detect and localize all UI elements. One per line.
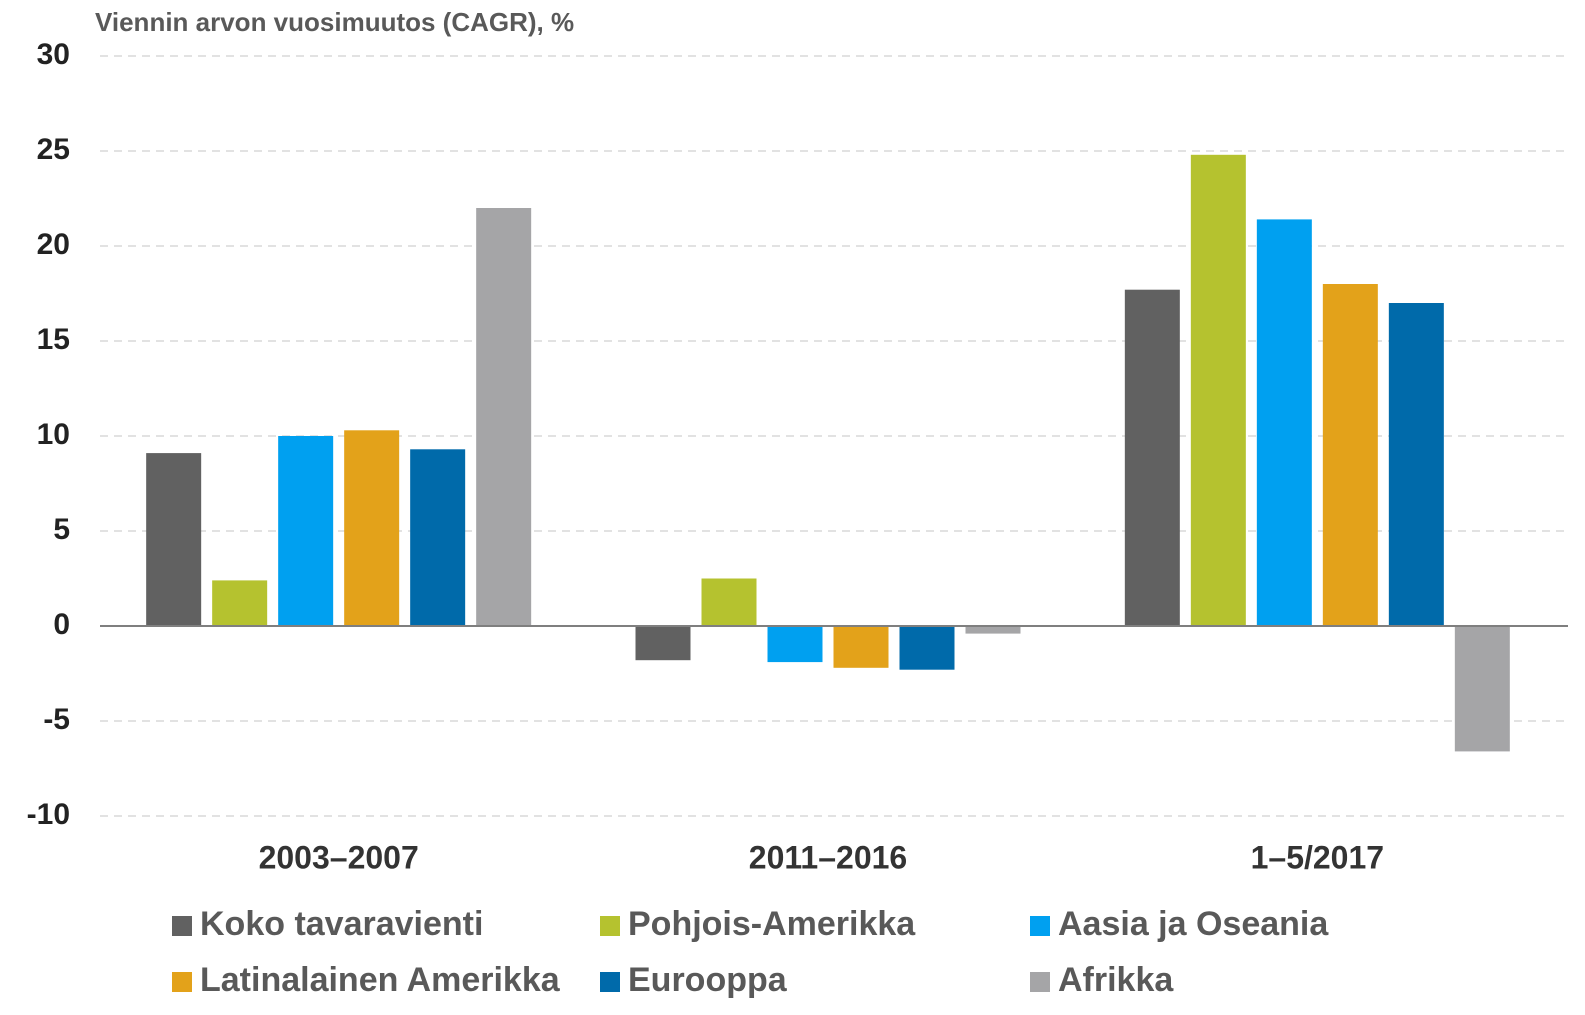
legend-label: Pohjois-Amerikka xyxy=(628,905,916,943)
legend-label: Eurooppa xyxy=(628,961,788,999)
x-tick-label: 2003–2007 xyxy=(259,839,419,875)
legend-swatch xyxy=(1030,972,1050,992)
x-tick-label: 1–5/2017 xyxy=(1251,839,1384,875)
bar xyxy=(1256,219,1312,626)
bar xyxy=(1322,284,1378,626)
y-tick-label: 25 xyxy=(37,133,70,166)
y-tick-label: 15 xyxy=(37,323,70,356)
y-tick-label: 0 xyxy=(53,608,70,641)
legend-label: Aasia ja Oseania xyxy=(1058,905,1329,943)
y-tick-label: 20 xyxy=(37,228,70,261)
bar xyxy=(965,626,1021,634)
legend-swatch xyxy=(172,972,192,992)
legend-swatch xyxy=(600,916,620,936)
bar xyxy=(1124,289,1180,626)
bar xyxy=(212,580,268,626)
bar xyxy=(410,449,466,626)
bar xyxy=(1388,303,1444,626)
bar xyxy=(278,436,334,626)
bar xyxy=(1454,626,1510,752)
bar xyxy=(344,430,400,626)
bar xyxy=(767,626,823,663)
y-tick-label: -5 xyxy=(43,703,70,736)
bar xyxy=(899,626,955,670)
bar xyxy=(833,626,889,668)
bar xyxy=(635,626,691,661)
bar xyxy=(1190,154,1246,627)
y-tick-label: 10 xyxy=(37,418,70,451)
legend-label: Latinalainen Amerikka xyxy=(200,961,561,999)
bar xyxy=(701,578,757,626)
legend-swatch xyxy=(600,972,620,992)
legend-swatch xyxy=(1030,916,1050,936)
y-tick-label: 5 xyxy=(53,513,70,546)
legend-label: Koko tavaravienti xyxy=(200,905,483,943)
x-tick-label: 2011–2016 xyxy=(749,839,907,875)
y-tick-label: -10 xyxy=(27,798,70,831)
legend-swatch xyxy=(172,916,192,936)
bar xyxy=(146,453,202,626)
chart-title: Viennin arvon vuosimuutos (CAGR), % xyxy=(95,7,574,37)
legend-label: Afrikka xyxy=(1058,961,1174,999)
y-tick-label: 30 xyxy=(37,38,70,71)
bar xyxy=(476,208,532,626)
